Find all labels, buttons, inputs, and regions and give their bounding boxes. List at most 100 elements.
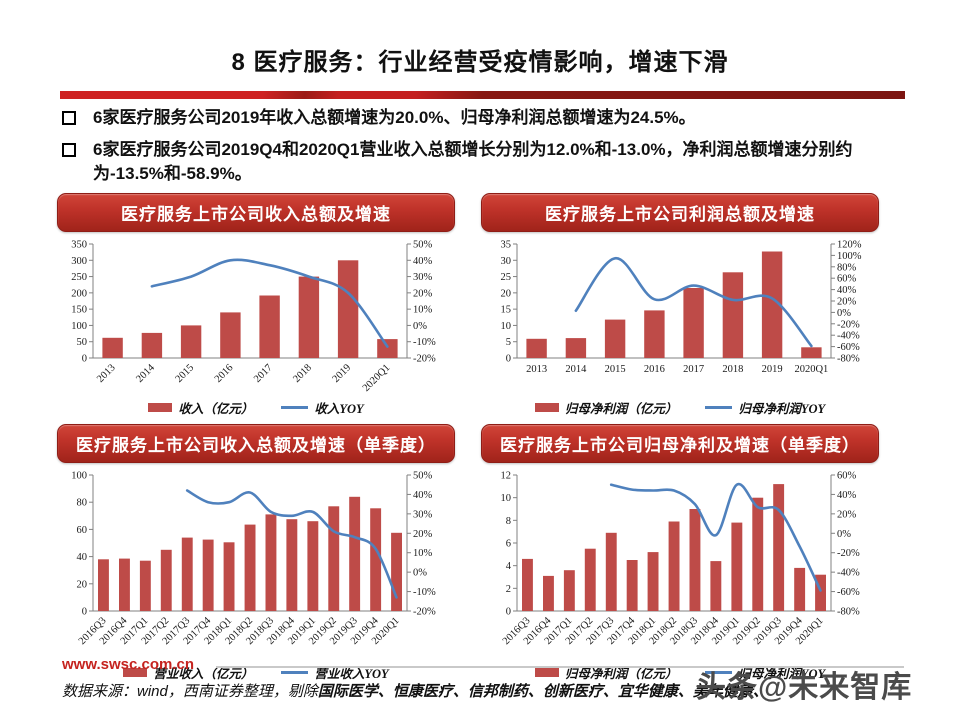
svg-text:50%: 50%: [413, 240, 433, 251]
svg-text:-20%: -20%: [413, 354, 436, 365]
svg-text:6: 6: [506, 539, 511, 550]
bullet-square-icon: [62, 142, 76, 157]
chart-title-banner: 医疗服务上市公司收入总额及增速（单季度）: [57, 424, 455, 463]
chart-legend: 收入（亿元） 收入YOY: [57, 398, 455, 417]
chart-title-banner: 医疗服务上市公司收入总额及增速: [57, 193, 455, 232]
svg-text:10: 10: [501, 493, 512, 504]
chart-title-banner: 医疗服务上市公司归母净利及增速（单季度）: [481, 424, 879, 463]
line-legend-swatch-icon: [705, 406, 733, 409]
legend-item: 归母净利润YOY: [705, 398, 825, 417]
legend-item: 营业收入（亿元）: [123, 663, 253, 682]
svg-text:4: 4: [506, 561, 512, 572]
svg-text:2016: 2016: [644, 364, 665, 375]
svg-text:20%: 20%: [413, 529, 433, 540]
svg-text:30: 30: [501, 256, 512, 267]
svg-text:50%: 50%: [413, 471, 433, 482]
legend-label: 收入（亿元）: [178, 402, 254, 416]
bar-legend-swatch-icon: [148, 403, 173, 412]
svg-text:200: 200: [71, 288, 87, 299]
legend-item: 收入（亿元）: [148, 398, 253, 417]
legend-label: 营业收入（亿元）: [153, 667, 254, 681]
svg-text:2020Q1: 2020Q1: [794, 364, 828, 375]
bullet-item: 6家医疗服务公司2019年收入总额增速为20.0%、归母净利润总额增速为24.5…: [60, 106, 908, 131]
page-title: 8 医疗服务：行业经营受疫情影响，增速下滑: [231, 49, 729, 76]
svg-text:-20%: -20%: [837, 319, 860, 330]
svg-text:12: 12: [501, 471, 512, 482]
svg-text:-60%: -60%: [837, 342, 860, 353]
svg-text:0: 0: [506, 607, 511, 618]
svg-text:250: 250: [71, 272, 87, 283]
toutiao-logo-watermark: 头条@未来智库: [696, 671, 913, 704]
chart-legend: 营业收入（亿元） 营业收入YOY: [57, 663, 455, 682]
svg-text:10: 10: [501, 321, 512, 332]
svg-text:20%: 20%: [837, 509, 857, 520]
svg-text:2014: 2014: [565, 364, 587, 375]
legend-item: 收入YOY: [281, 398, 364, 417]
svg-text:40%: 40%: [413, 490, 433, 501]
svg-text:-80%: -80%: [837, 354, 860, 365]
svg-text:5: 5: [506, 337, 511, 348]
svg-text:-40%: -40%: [837, 568, 860, 579]
svg-text:0: 0: [82, 354, 87, 365]
svg-text:0: 0: [506, 354, 511, 365]
svg-text:100%: 100%: [837, 251, 862, 262]
svg-text:100: 100: [71, 321, 87, 332]
chart-title-banner: 医疗服务上市公司利润总额及增速: [481, 193, 879, 232]
svg-text:40%: 40%: [837, 285, 857, 296]
svg-text:2015: 2015: [174, 362, 197, 385]
svg-text:2017: 2017: [252, 362, 275, 385]
svg-text:40%: 40%: [413, 256, 433, 267]
excluded-companies: 国际医学、恒康医疗、信邦制药、创新医疗、宜华健康、美年健康、: [317, 683, 768, 700]
legend-item: 营业收入YOY: [281, 663, 389, 682]
svg-text:60%: 60%: [837, 274, 857, 285]
svg-text:2013: 2013: [526, 364, 547, 375]
svg-text:2020Q1: 2020Q1: [361, 362, 393, 394]
legend-item: 归母净利润YOY: [705, 663, 825, 682]
svg-text:50: 50: [77, 337, 88, 348]
bar-legend-swatch-icon: [123, 668, 148, 677]
svg-text:100: 100: [71, 471, 87, 482]
svg-text:80: 80: [77, 498, 88, 509]
svg-text:-80%: -80%: [837, 607, 860, 618]
svg-text:35: 35: [501, 240, 512, 251]
chart-card-revenue-quarterly: 医疗服务上市公司收入总额及增速（单季度） 0 20 40 60 80 100 -20% -10…: [57, 424, 455, 682]
svg-text:10%: 10%: [413, 305, 433, 316]
svg-text:-40%: -40%: [837, 331, 860, 342]
svg-text:2018: 2018: [722, 364, 743, 375]
svg-text:150: 150: [71, 305, 87, 316]
svg-text:-10%: -10%: [413, 587, 436, 598]
bar-legend-swatch-icon: [534, 668, 559, 677]
bullet-square-icon: [62, 111, 76, 125]
bullet-list: 6家医疗服务公司2019年收入总额增速为20.0%、归母净利润总额增速为24.5…: [60, 106, 908, 194]
revenue-annual-combo-chart: 0 50 100 150 200 250 300 350 -20% -10% 0% 10% 20% 30%…: [71, 240, 436, 395]
svg-text:60%: 60%: [837, 471, 857, 482]
legend-item: 归母净利润（亿元）: [534, 663, 677, 682]
svg-text:2015: 2015: [605, 364, 626, 375]
svg-text:2019: 2019: [762, 364, 783, 375]
profit-annual-combo-chart: 0 5 10 15 20 25 30 35 -80%-60%-40%-20%0%20%40%60…: [501, 240, 862, 376]
chart-title: 医疗服务上市公司收入总额及增速: [121, 205, 391, 224]
chart-title: 医疗服务上市公司收入总额及增速（单季度）: [76, 436, 436, 455]
svg-text:-10%: -10%: [413, 337, 436, 348]
chart-card-revenue-annual: 医疗服务上市公司收入总额及增速 0 50 100 150 200 250 300 350 -20…: [57, 193, 455, 417]
bar-legend-swatch-icon: [534, 403, 559, 412]
line-legend-swatch-icon: [281, 671, 309, 674]
legend-label: 归母净利润YOY: [738, 667, 826, 681]
line-legend-swatch-icon: [281, 406, 309, 409]
legend-label: 归母净利润（亿元）: [564, 402, 678, 416]
svg-text:8: 8: [506, 516, 511, 527]
svg-text:2016: 2016: [213, 362, 236, 385]
svg-text:20%: 20%: [413, 288, 433, 299]
svg-text:120%: 120%: [837, 240, 862, 251]
svg-text:0%: 0%: [837, 529, 851, 540]
svg-text:30%: 30%: [413, 509, 433, 520]
title-divider-bar: [60, 91, 905, 99]
chart-card-netprofit-quarterly: 医疗服务上市公司归母净利及增速（单季度） 0 2 4 6 8 10 12 -80% -60% -4…: [481, 424, 879, 682]
chart-legend: 归母净利润（亿元） 归母净利润YOY: [481, 663, 879, 682]
chart-legend: 归母净利润（亿元） 归母净利润YOY: [481, 398, 879, 417]
svg-text:0%: 0%: [413, 568, 427, 579]
chart-title: 医疗服务上市公司归母净利及增速（单季度）: [500, 436, 860, 455]
footer-divider-line: [216, 666, 904, 668]
svg-text:60: 60: [77, 525, 88, 536]
svg-text:2013: 2013: [95, 362, 118, 385]
